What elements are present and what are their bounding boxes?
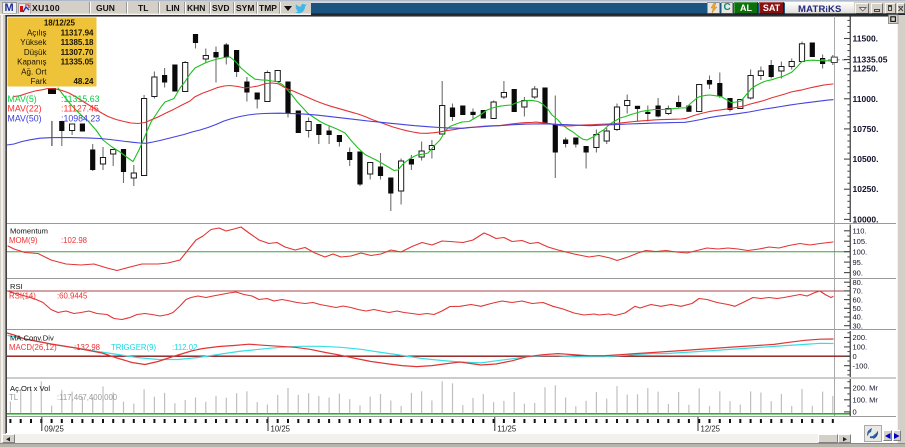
svg-text:11/25: 11/25 [497, 425, 517, 434]
svg-text::10984.23: :10984.23 [61, 113, 100, 123]
svg-text:MA.Conv.Div: MA.Conv.Div [10, 333, 54, 342]
svg-text:90.: 90. [853, 268, 863, 277]
svg-text:Ağ. Ort: Ağ. Ort [21, 67, 47, 76]
svg-text:-100.: -100. [853, 361, 870, 370]
svg-text:09/25: 09/25 [44, 425, 64, 434]
svg-text::117,467,400,000: :117,467,400,000 [57, 393, 118, 402]
svg-text:11250.: 11250. [853, 64, 879, 74]
svg-text:105.: 105. [853, 237, 868, 246]
svg-text:110.: 110. [853, 227, 867, 236]
svg-text:RSI: RSI [10, 282, 23, 291]
svg-text:11000.: 11000. [853, 94, 879, 104]
svg-text::102.98: :102.98 [61, 236, 87, 245]
svg-text:MAV(50): MAV(50) [8, 113, 42, 123]
svg-text:11385.18: 11385.18 [61, 38, 94, 47]
svg-text:0: 0 [853, 408, 857, 417]
svg-text:95.: 95. [853, 258, 863, 267]
svg-text:40.: 40. [853, 313, 863, 322]
svg-text:10750.: 10750. [853, 124, 879, 134]
svg-text:Açılış: Açılış [27, 28, 47, 37]
svg-text::11127.45: :11127.45 [61, 104, 99, 114]
svg-text:11500.: 11500. [853, 34, 879, 44]
svg-text:10250.: 10250. [853, 184, 879, 194]
svg-text:200. Mr: 200. Mr [853, 384, 879, 393]
svg-text:30.: 30. [853, 321, 863, 330]
svg-text:100.: 100. [853, 247, 868, 256]
svg-text:10500.: 10500. [853, 154, 879, 164]
svg-text:12/25: 12/25 [701, 425, 721, 434]
svg-text:Kapanış: Kapanış [17, 58, 46, 67]
svg-text:MAV(5): MAV(5) [8, 94, 37, 104]
svg-text:18/12/25: 18/12/25 [44, 19, 76, 28]
svg-text:50.: 50. [853, 304, 863, 313]
svg-text::11315.63: :11315.63 [61, 94, 100, 104]
svg-text:11317.94: 11317.94 [61, 28, 94, 37]
svg-text::112.02: :112.02 [172, 343, 197, 352]
svg-text:TL: TL [9, 393, 19, 402]
svg-text:TRIGGER(9): TRIGGER(9) [111, 343, 156, 352]
svg-text:Yüksek: Yüksek [20, 38, 47, 47]
svg-text:60.: 60. [853, 295, 863, 304]
svg-text:80.: 80. [853, 278, 863, 287]
svg-text:11335.05: 11335.05 [61, 58, 94, 67]
svg-text:100.: 100. [853, 343, 868, 352]
svg-text:RSI(14): RSI(14) [9, 291, 36, 300]
svg-text:48.24: 48.24 [73, 77, 94, 86]
svg-text:0: 0 [853, 352, 857, 361]
svg-text:MAV(22): MAV(22) [8, 104, 42, 114]
svg-text:Momentum: Momentum [10, 227, 48, 236]
svg-text:MOM(9): MOM(9) [9, 236, 38, 245]
svg-text:200.: 200. [853, 333, 868, 342]
svg-text:10000.: 10000. [853, 214, 879, 224]
svg-text:Aç.Ort x Vol: Aç.Ort x Vol [10, 384, 50, 393]
svg-text:100. Mr: 100. Mr [853, 396, 879, 405]
svg-text:Düşük: Düşük [24, 48, 48, 57]
svg-text:10/25: 10/25 [271, 425, 291, 434]
svg-text:11307.70: 11307.70 [61, 48, 94, 57]
svg-text:MACD(26,12): MACD(26,12) [9, 343, 57, 352]
svg-text:11335.05: 11335.05 [853, 55, 888, 65]
svg-text:Fark: Fark [31, 77, 48, 86]
svg-text::60.9445: :60.9445 [57, 291, 88, 300]
svg-text:70.: 70. [853, 287, 863, 296]
svg-text::132.98: :132.98 [74, 343, 100, 352]
